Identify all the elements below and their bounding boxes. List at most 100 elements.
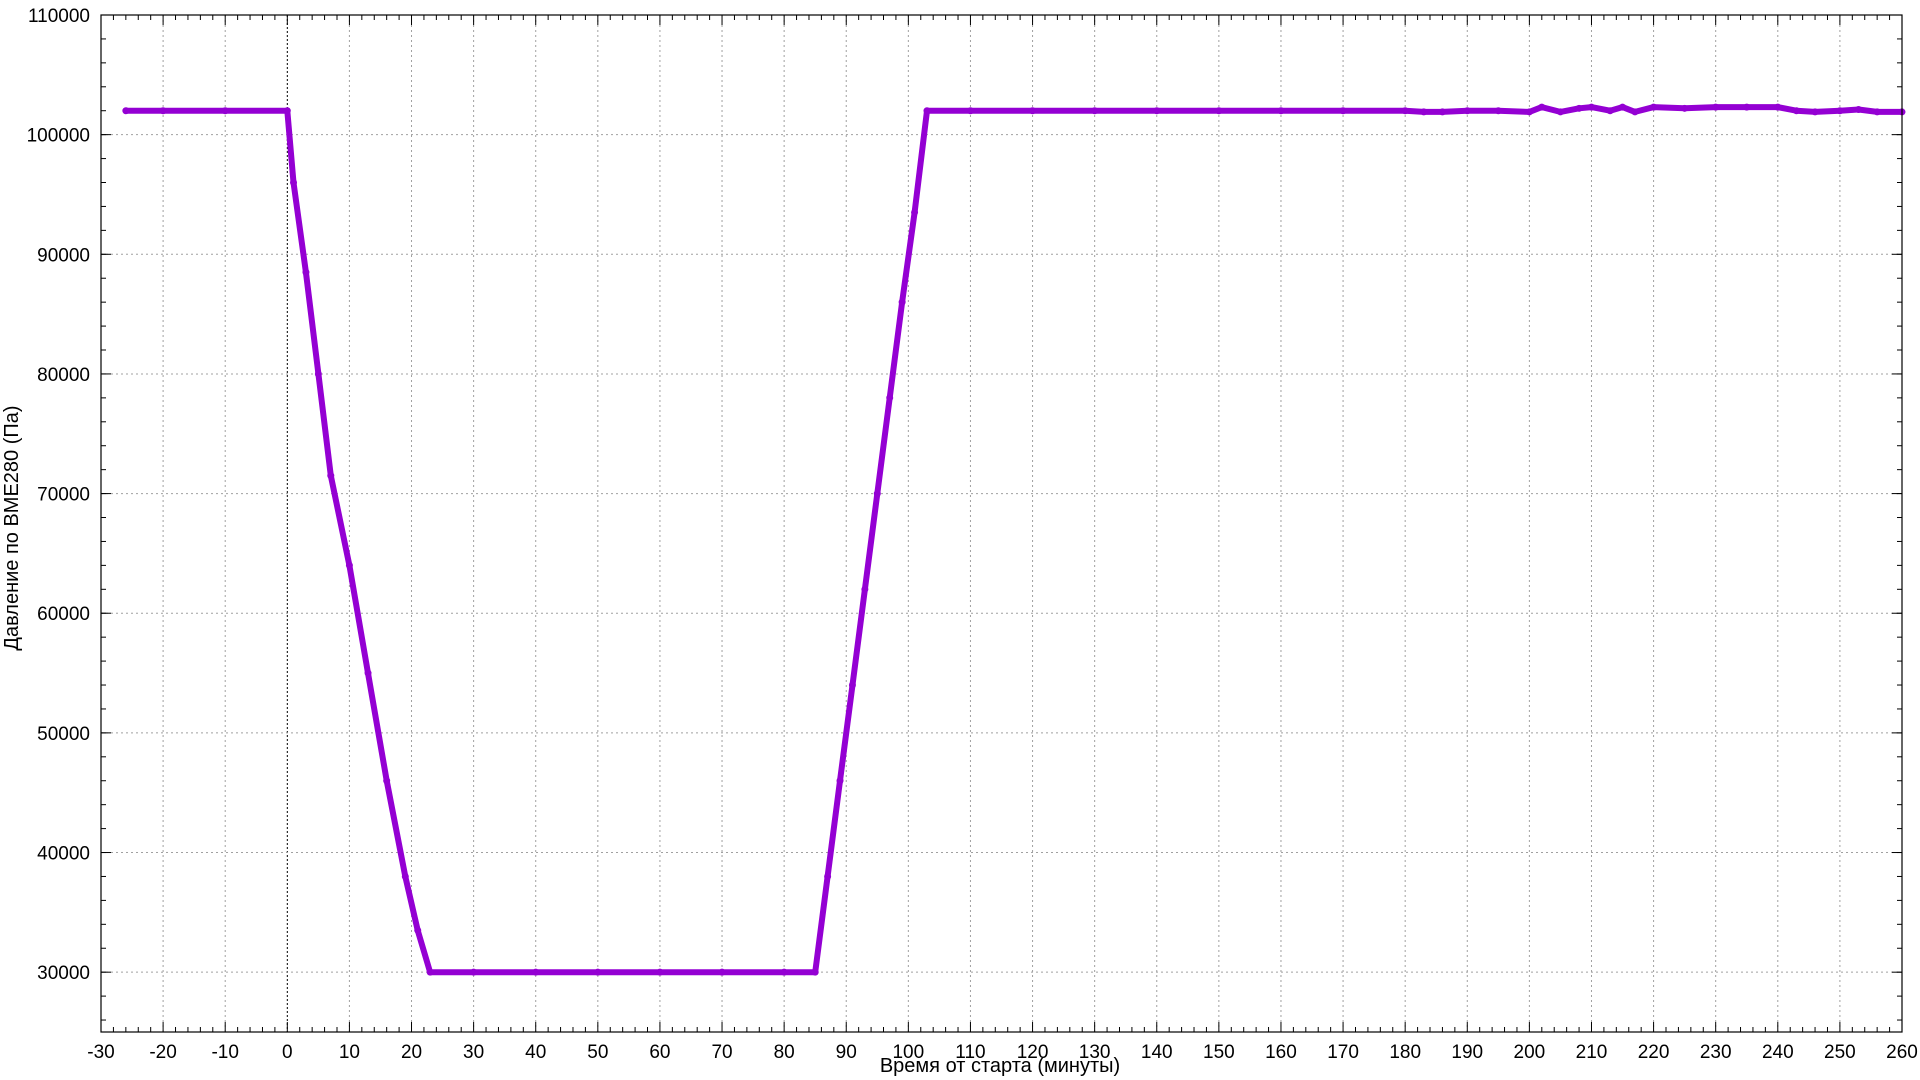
data-point bbox=[290, 179, 298, 187]
x-tick-label: 80 bbox=[774, 1042, 795, 1063]
data-point bbox=[1631, 108, 1639, 116]
data-point bbox=[1339, 107, 1347, 115]
data-point bbox=[861, 585, 869, 593]
y-tick-label: 40000 bbox=[37, 844, 90, 865]
data-point bbox=[327, 472, 335, 480]
x-tick-label: 50 bbox=[587, 1042, 608, 1063]
y-tick-labels: 30000 40000 50000 60000 70000 80000 90000 10000… bbox=[27, 6, 90, 984]
x-tick-label: 230 bbox=[1700, 1042, 1732, 1063]
data-point bbox=[364, 669, 372, 677]
data-point bbox=[1494, 107, 1502, 115]
data-point bbox=[302, 268, 310, 276]
x-tick-label: -10 bbox=[211, 1042, 238, 1063]
data-point bbox=[1836, 107, 1844, 115]
data-point bbox=[1606, 107, 1614, 115]
data-point bbox=[426, 968, 434, 976]
x-tick-label: 0 bbox=[282, 1042, 293, 1063]
data-point bbox=[1091, 107, 1099, 115]
x-tick-label: 30 bbox=[463, 1042, 484, 1063]
data-point bbox=[1681, 104, 1689, 112]
x-tick-label: 250 bbox=[1824, 1042, 1856, 1063]
data-point bbox=[780, 968, 788, 976]
data-point bbox=[811, 968, 819, 976]
x-tick-label: 100 bbox=[892, 1042, 924, 1063]
data-point bbox=[1463, 107, 1471, 115]
y-tick-label: 110000 bbox=[28, 6, 90, 27]
x-tick-label: 220 bbox=[1638, 1042, 1670, 1063]
data-point bbox=[1556, 108, 1564, 116]
y-axis-title: Давление по BME280 (Па) bbox=[1, 405, 23, 650]
data-point bbox=[532, 968, 540, 976]
data-point bbox=[873, 490, 881, 498]
y-tick-label: 70000 bbox=[37, 485, 90, 506]
x-tick-label: -30 bbox=[87, 1042, 114, 1063]
data-point bbox=[1650, 103, 1658, 111]
x-tick-label: 20 bbox=[401, 1042, 422, 1063]
data-point bbox=[966, 107, 974, 115]
x-tick-label: 150 bbox=[1203, 1042, 1235, 1063]
data-point bbox=[923, 107, 931, 115]
data-point bbox=[1525, 108, 1533, 116]
x-tick-labels: -30 -20 -10 0 10 20 30 40 50 60 70 80 90 100 110 120 130… bbox=[87, 1042, 1918, 1063]
data-point bbox=[401, 872, 409, 880]
data-point bbox=[314, 370, 322, 378]
data-point bbox=[221, 107, 229, 115]
data-point bbox=[1438, 108, 1446, 116]
x-tick-label: 110 bbox=[955, 1042, 985, 1063]
data-point bbox=[848, 681, 856, 689]
data-point bbox=[1277, 107, 1285, 115]
x-tick-label: 170 bbox=[1327, 1042, 1359, 1063]
data-point bbox=[1420, 108, 1428, 116]
data-point bbox=[1401, 107, 1409, 115]
data-point bbox=[911, 208, 919, 216]
data-point bbox=[1855, 106, 1863, 114]
data-point bbox=[1575, 104, 1583, 112]
x-tick-label: 240 bbox=[1762, 1042, 1794, 1063]
y-tick-label: 80000 bbox=[37, 365, 90, 386]
data-point bbox=[283, 107, 291, 115]
x-tick-label: 180 bbox=[1389, 1042, 1421, 1063]
x-tick-label: 90 bbox=[836, 1042, 857, 1063]
data-point bbox=[1792, 107, 1800, 115]
x-tick-label: 200 bbox=[1514, 1042, 1546, 1063]
data-point bbox=[383, 777, 391, 785]
x-tick-label: -20 bbox=[149, 1042, 176, 1063]
x-tick-label: 70 bbox=[711, 1042, 732, 1063]
data-point bbox=[1774, 103, 1782, 111]
data-point bbox=[470, 968, 478, 976]
x-tick-label: 130 bbox=[1079, 1042, 1111, 1063]
x-tick-label: 140 bbox=[1141, 1042, 1173, 1063]
y-tick-label: 100000 bbox=[27, 126, 90, 147]
data-point bbox=[1029, 107, 1037, 115]
data-point bbox=[122, 107, 130, 115]
x-tick-label: 40 bbox=[525, 1042, 546, 1063]
data-point bbox=[345, 561, 353, 569]
data-point bbox=[594, 968, 602, 976]
data-point bbox=[1619, 103, 1627, 111]
series-layer bbox=[122, 103, 1906, 976]
x-tick-label: 190 bbox=[1451, 1042, 1483, 1063]
x-tick-label: 120 bbox=[1017, 1042, 1049, 1063]
x-axis-title: Время от старта (минуты) bbox=[880, 1055, 1120, 1077]
data-point bbox=[1587, 103, 1595, 111]
grid bbox=[101, 15, 1902, 1032]
data-point bbox=[656, 968, 664, 976]
plot-frame bbox=[100, 14, 1903, 1033]
data-point bbox=[1712, 103, 1720, 111]
data-point bbox=[414, 926, 422, 934]
data-point bbox=[1538, 103, 1546, 111]
data-point bbox=[836, 777, 844, 785]
y-tick-label: 30000 bbox=[37, 963, 90, 984]
y-tick-label: 50000 bbox=[37, 724, 90, 745]
x-tick-label: 260 bbox=[1886, 1042, 1918, 1063]
data-point bbox=[718, 968, 726, 976]
data-point bbox=[1743, 103, 1751, 111]
y-tick-label: 90000 bbox=[37, 245, 90, 266]
data-point bbox=[1215, 107, 1223, 115]
data-point bbox=[159, 107, 167, 115]
data-point bbox=[898, 298, 906, 306]
x-tick-label: 160 bbox=[1265, 1042, 1297, 1063]
data-point bbox=[1153, 107, 1161, 115]
